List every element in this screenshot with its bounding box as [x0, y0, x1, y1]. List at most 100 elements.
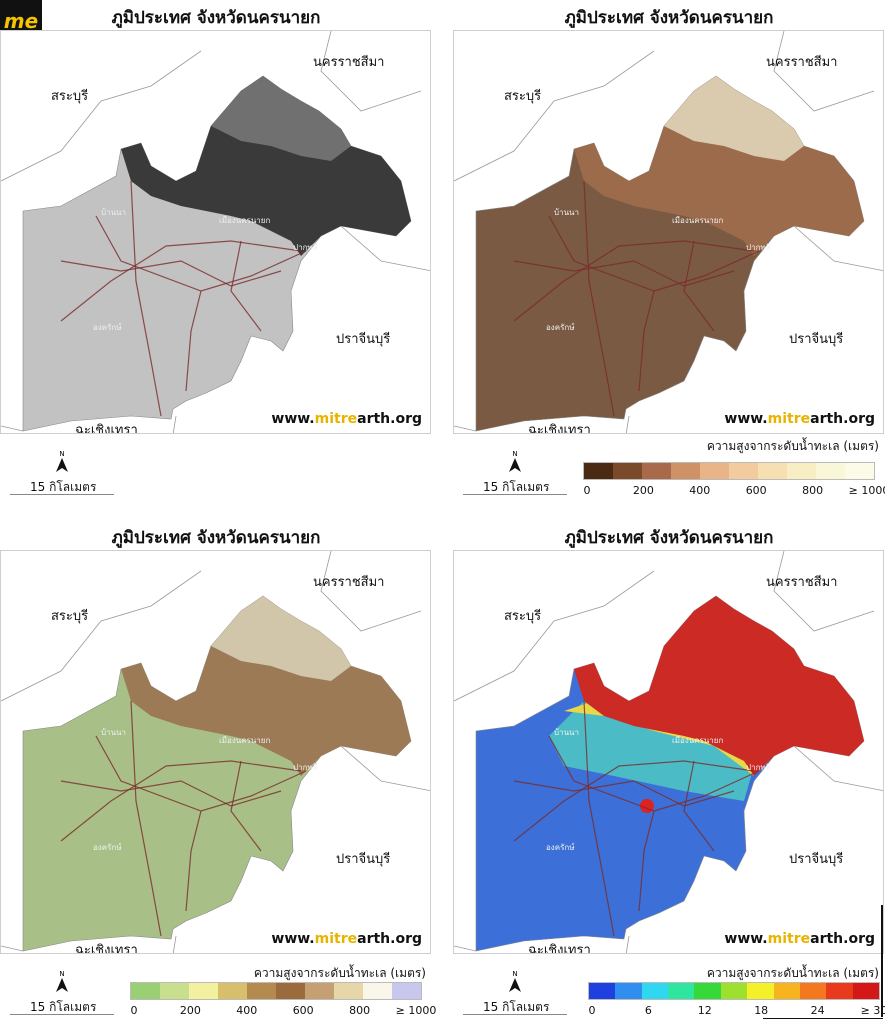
label-prachinburi: ปราจีนบุรี [789, 852, 844, 867]
legend-tick: 0 [583, 484, 591, 497]
label-saraburi: สระบุรี [51, 89, 89, 104]
legend-swatch [276, 983, 305, 999]
road [683, 760, 715, 852]
map-frame: สระบุรี นครราชสีมา ปราจีนบุรี ฉะเชิงเทรา… [0, 30, 431, 434]
panel-elevation-brown: ภูมิประเทศ จังหวัดนครนายก สระบุรี นครราช… [453, 0, 885, 500]
legend-tick: 0 [588, 1004, 596, 1017]
scale-label: 15 กิโลเมตร [483, 1000, 550, 1014]
legend-swatch [758, 463, 787, 479]
legend-swatch [334, 983, 363, 999]
legend-tick: 600 [745, 484, 767, 497]
legend-swatch [641, 983, 669, 999]
label-chachoengsao: ฉะเชิงเทรา [528, 943, 591, 954]
legend-swatch [392, 983, 421, 999]
boundary-lines [454, 551, 883, 953]
website-label: www.mitrearth.org [724, 931, 875, 947]
town-pak-phli: ปากพลี [293, 763, 318, 772]
legend-swatch [845, 463, 874, 479]
town-mueang: เมืองนครนายก [219, 736, 271, 745]
map-title: ภูมิประเทศ จังหวัดนครนายก [111, 8, 321, 28]
legend-title: ความสูงจากระดับน้ำทะเล (เมตร) [253, 966, 426, 980]
legend-swatch [700, 463, 729, 479]
town-mueang: เมืองนครนายก [219, 216, 271, 225]
map-frame: สระบุรี นครราชสีมา ปราจีนบุรี ฉะเชิงเทรา… [453, 30, 884, 434]
upper-mountain [211, 76, 351, 161]
legend-swatch [189, 983, 218, 999]
upper-mountain [211, 596, 351, 681]
legend-color-bar [130, 982, 422, 1000]
road [583, 700, 615, 937]
label-chachoengsao: ฉะเชิงเทรา [75, 943, 138, 954]
transition-zone [564, 701, 754, 776]
website-label: www.mitrearth.org [724, 411, 875, 427]
legend-tick: 12 [697, 1004, 712, 1017]
legend-tick: 800 [802, 484, 824, 497]
boundary-lines [1, 31, 430, 433]
town-pak-phli: ปากพลี [293, 243, 318, 252]
panel-slope: ภูมิประเทศ จังหวัดนครนายก สระบุรี นครราช… [453, 520, 885, 1020]
legend-swatch [642, 463, 671, 479]
legend-tick: 24 [810, 1004, 825, 1017]
legend-swatch [363, 983, 392, 999]
road [513, 260, 735, 287]
scale-bar [10, 1014, 114, 1015]
north-arrow-icon: N [505, 970, 525, 994]
town-ongkharak: องครักษ์ [546, 323, 575, 332]
legend-swatch [615, 983, 642, 999]
road [185, 810, 202, 912]
scale-label: 15 กิโลเมตร [30, 1000, 97, 1014]
road [130, 180, 162, 417]
moderate-slope-zone [549, 701, 754, 801]
legend-swatch [218, 983, 247, 999]
frame-bar [763, 1018, 883, 1019]
town-ongkharak: องครักษ์ [93, 843, 122, 852]
label-chachoengsao: ฉะเชิงเทรา [75, 423, 138, 434]
label-prachinburi: ปราจีนบุรี [789, 332, 844, 347]
label-prachinburi: ปราจีนบุรี [336, 852, 391, 867]
legend-swatch [816, 463, 845, 479]
road [638, 810, 655, 912]
legend-tick: 200 [632, 484, 654, 497]
town-ongkharak: องครักษ์ [546, 843, 575, 852]
road [513, 780, 735, 807]
road [60, 780, 282, 807]
frame-bar [881, 905, 883, 1017]
town-pak-phli: ปากพลี [746, 763, 771, 772]
boundary-lines [1, 551, 430, 953]
legend-tick: ≥ 1000 [395, 1004, 437, 1017]
mountain-area [121, 76, 411, 256]
mountain-area [121, 596, 411, 776]
legend-swatch [729, 463, 758, 479]
map-svg [1, 31, 430, 433]
legend-title: ความสูงจากระดับน้ำทะเล (เมตร) [706, 966, 879, 980]
legend-tick: 400 [236, 1004, 258, 1017]
map-frame: สระบุรี นครราชสีมา ปราจีนบุรี ฉะเชิงเทรา… [0, 550, 431, 954]
mountain-area [574, 76, 864, 256]
legend-tick: 600 [292, 1004, 314, 1017]
town-ongkharak: องครักษ์ [93, 323, 122, 332]
map-svg [454, 551, 883, 953]
label-prachinburi: ปราจีนบุรี [336, 332, 391, 347]
legend-color-bar [583, 462, 875, 480]
town-pak-phli: ปากพลี [746, 243, 771, 252]
legend-swatch [799, 983, 827, 999]
road [513, 240, 755, 322]
legend-swatch [787, 463, 816, 479]
town-mueang: เมืองนครนายก [672, 736, 724, 745]
town-ban-na: บ้านนา [554, 728, 579, 737]
legend-swatch [671, 463, 700, 479]
map-title: ภูมิประเทศ จังหวัดนครนายก [564, 528, 774, 548]
label-nakhon-ratchasima: นครราชสีมา [313, 55, 385, 70]
panel-elevation-green: ภูมิประเทศ จังหวัดนครนายก สระบุรี นครราช… [0, 520, 436, 1020]
legend-swatch [131, 983, 160, 999]
map-svg [1, 551, 430, 953]
legend-tick: 0 [130, 1004, 138, 1017]
scale-label: 15 กิโลเมตร [483, 480, 550, 494]
upper-mountain [664, 76, 804, 161]
road [60, 760, 302, 842]
scale-label: 15 กิโลเมตร [30, 480, 97, 494]
map-svg [454, 31, 883, 433]
legend-title: ความสูงจากระดับน้ำทะเล (เมตร) [706, 439, 879, 453]
scale-bar [10, 494, 114, 495]
legend-tick: 400 [689, 484, 711, 497]
